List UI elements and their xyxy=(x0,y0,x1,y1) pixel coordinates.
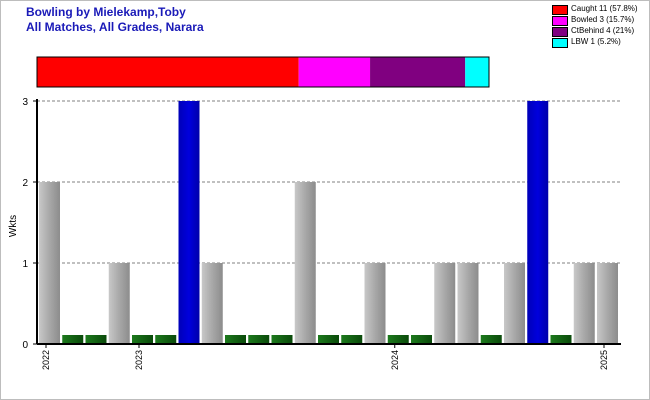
bar xyxy=(457,263,479,344)
x-tick-label: 2025 xyxy=(599,350,609,370)
axes xyxy=(36,99,621,345)
bar xyxy=(85,335,107,344)
legend-label-lbw: LBW 1 (5.2%) xyxy=(571,37,621,46)
legend-label-bowled: Bowled 3 (15.7%) xyxy=(571,15,635,24)
bar xyxy=(573,263,595,344)
bar xyxy=(387,335,409,344)
legend-label-ctbehind: CtBehind 4 (21%) xyxy=(571,26,635,35)
y-tick-labels: 0 1 2 3 xyxy=(22,97,37,351)
bar xyxy=(271,335,293,344)
bar xyxy=(318,335,339,344)
y-tick-label: 0 xyxy=(22,340,28,351)
bar xyxy=(39,182,60,344)
bar xyxy=(597,263,618,344)
bar xyxy=(108,263,130,344)
bar xyxy=(341,335,363,344)
legend-swatch-ctbehind xyxy=(552,27,568,37)
dismissal-breakdown-bar xyxy=(36,56,490,88)
stack-segment-caught xyxy=(37,57,299,87)
bar xyxy=(201,263,223,344)
x-tick-label: 2024 xyxy=(390,350,400,370)
bar xyxy=(364,263,386,344)
legend-label-caught: Caught 11 (57.8%) xyxy=(571,4,638,13)
bar xyxy=(155,335,177,344)
x-tick-labels: 2022 2023 2024 2025 xyxy=(41,344,609,370)
stack-segment-bowled xyxy=(298,57,371,87)
stack-bar-outline xyxy=(36,56,490,88)
legend-swatch-lbw xyxy=(552,38,568,48)
y-axis-label: Wkts xyxy=(8,215,19,237)
legend-swatch-caught xyxy=(552,5,568,15)
bar xyxy=(178,101,200,344)
bar xyxy=(504,263,525,344)
y-tick-label: 1 xyxy=(22,259,28,270)
chart-subtitle: All Matches, All Grades, Narara xyxy=(26,20,204,34)
y-tick-label: 2 xyxy=(22,178,28,189)
stack-segment-lbw xyxy=(465,57,489,87)
bar xyxy=(132,335,153,344)
bar xyxy=(527,101,549,344)
x-tick-label: 2023 xyxy=(134,350,144,370)
bar xyxy=(550,335,572,344)
bar xyxy=(434,263,456,344)
bar xyxy=(411,335,432,344)
legend-swatch-bowled xyxy=(552,16,568,26)
stack-segment-ctbehind xyxy=(370,57,466,87)
bar xyxy=(294,182,316,344)
bar xyxy=(480,335,502,344)
y-tick-label: 3 xyxy=(22,97,28,108)
bar xyxy=(62,335,84,344)
chart-title: Bowling by Mielekamp,Toby xyxy=(26,5,186,19)
bars xyxy=(39,101,618,344)
bar xyxy=(225,335,246,344)
bar xyxy=(248,335,270,344)
x-tick-label: 2022 xyxy=(41,350,51,370)
